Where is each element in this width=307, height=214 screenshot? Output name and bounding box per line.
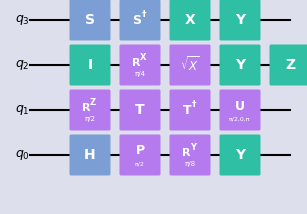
Text: R: R — [182, 148, 190, 158]
Text: $q_{2}$: $q_{2}$ — [15, 58, 29, 72]
Text: S: S — [85, 13, 95, 27]
FancyBboxPatch shape — [220, 89, 261, 131]
Text: Y: Y — [235, 148, 245, 162]
Text: π/2: π/2 — [135, 162, 145, 166]
Text: π/8: π/8 — [185, 161, 196, 167]
Text: Y: Y — [235, 13, 245, 27]
FancyBboxPatch shape — [270, 45, 307, 86]
FancyBboxPatch shape — [169, 0, 211, 40]
FancyBboxPatch shape — [119, 0, 161, 40]
Text: π/2: π/2 — [84, 116, 95, 122]
Text: R: R — [132, 58, 140, 68]
FancyBboxPatch shape — [69, 135, 111, 175]
Text: Z: Z — [90, 98, 96, 107]
Text: †: † — [192, 100, 196, 108]
Text: $\sqrt{X}$: $\sqrt{X}$ — [180, 56, 200, 74]
FancyBboxPatch shape — [169, 89, 211, 131]
Text: X: X — [185, 13, 195, 27]
FancyBboxPatch shape — [119, 45, 161, 86]
Text: T: T — [183, 104, 191, 116]
FancyBboxPatch shape — [119, 135, 161, 175]
Text: $q_{0}$: $q_{0}$ — [14, 148, 29, 162]
FancyBboxPatch shape — [169, 45, 211, 86]
Text: I: I — [87, 58, 93, 72]
FancyBboxPatch shape — [69, 89, 111, 131]
FancyBboxPatch shape — [220, 0, 261, 40]
FancyBboxPatch shape — [119, 89, 161, 131]
Text: X: X — [140, 52, 146, 61]
FancyBboxPatch shape — [69, 0, 111, 40]
Text: $q_{3}$: $q_{3}$ — [15, 13, 29, 27]
Text: H: H — [84, 148, 96, 162]
Text: U: U — [235, 100, 245, 113]
Text: Y: Y — [235, 58, 245, 72]
FancyBboxPatch shape — [220, 135, 261, 175]
Text: P: P — [135, 144, 145, 158]
FancyBboxPatch shape — [169, 135, 211, 175]
Text: S: S — [133, 13, 142, 27]
Text: Y: Y — [190, 143, 196, 152]
Text: †: † — [142, 9, 146, 18]
Text: π/4: π/4 — [134, 71, 146, 77]
Text: T: T — [135, 103, 145, 117]
Text: R: R — [82, 103, 90, 113]
FancyBboxPatch shape — [69, 45, 111, 86]
FancyBboxPatch shape — [220, 45, 261, 86]
Text: $q_{1}$: $q_{1}$ — [15, 103, 29, 117]
Text: π/2,0,π: π/2,0,π — [229, 116, 251, 122]
Text: Z: Z — [285, 58, 295, 72]
